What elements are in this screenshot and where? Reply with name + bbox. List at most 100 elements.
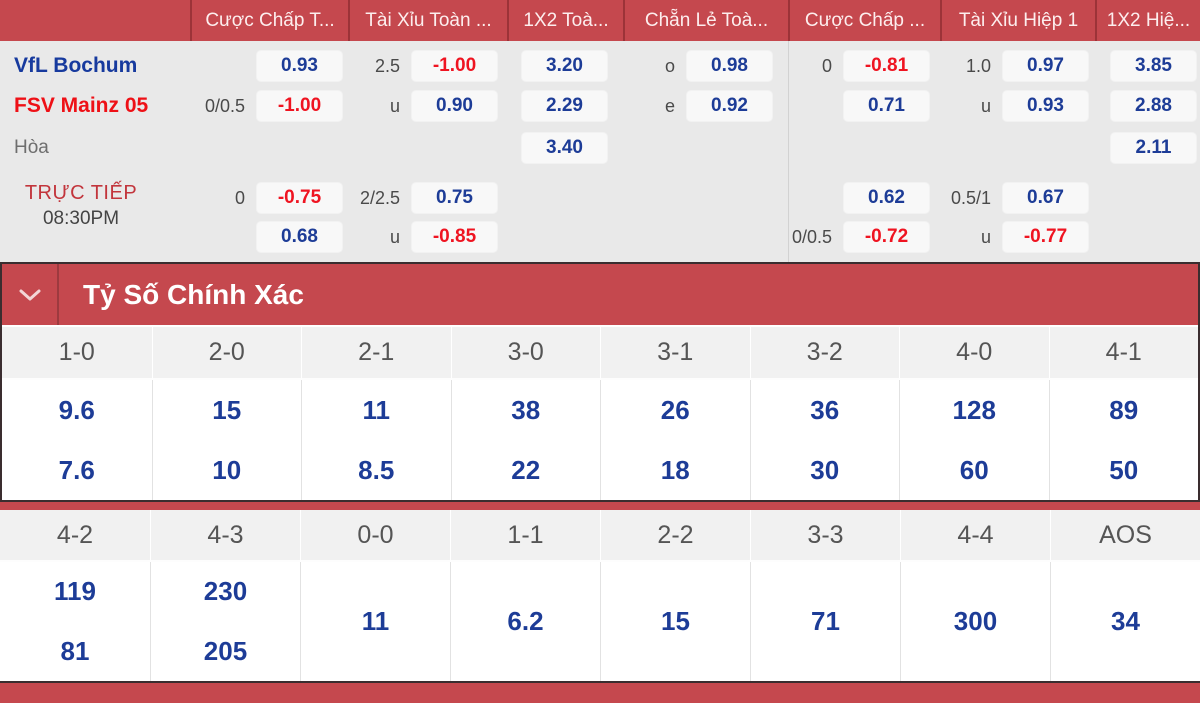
score-column-4-0: 128 60 xyxy=(899,380,1049,500)
score-column-1-1: 6.2 xyxy=(450,562,600,681)
score-column-4-3: 230 205 xyxy=(150,562,300,681)
score-odd-4-3-top[interactable]: 230 xyxy=(203,576,248,607)
score-odd-3-0-bottom[interactable]: 22 xyxy=(511,454,541,485)
odd-away-ft-1x2[interactable]: 2.29 xyxy=(521,90,608,122)
handicap-line-label: 0 xyxy=(234,187,245,208)
odd-away-ft-oddeven[interactable]: 0.92 xyxy=(686,90,773,122)
score-odd-4-1-top[interactable]: 89 xyxy=(1109,394,1139,425)
odd-live2-ft-handicap[interactable]: 0.68 xyxy=(256,221,343,253)
score-header-2-1: 2-1 xyxy=(301,327,451,380)
score-odd-4-0-bottom[interactable]: 60 xyxy=(959,454,989,485)
odd-live2-h1-handicap[interactable]: -0.72 xyxy=(843,221,930,253)
score-odd-4-2-bottom[interactable]: 81 xyxy=(60,635,90,666)
score-odd-2-1-top[interactable]: 11 xyxy=(362,394,391,425)
header-divider xyxy=(57,264,59,325)
score-column-3-1: 26 18 xyxy=(600,380,750,500)
score-header-1-1: 1-1 xyxy=(450,510,600,562)
odd-home-ft-overunder[interactable]: -1.00 xyxy=(411,50,498,82)
odd-live1-ft-handicap[interactable]: -0.75 xyxy=(256,182,343,214)
odds-cell-draw-ft-1x2: 3.40 xyxy=(396,132,608,164)
score-header-3-3: 3-3 xyxy=(750,510,900,562)
odd-live1-h1-handicap[interactable]: 0.62 xyxy=(843,182,930,214)
draw-row-label: Hòa xyxy=(14,137,49,158)
score-odd-3-2-bottom[interactable]: 30 xyxy=(810,454,840,485)
odds-cell-away-ft-overunder: u 0.90 xyxy=(286,90,498,122)
odd-draw-h1-1x2[interactable]: 2.11 xyxy=(1110,132,1197,164)
odd-live2-ft-overunder[interactable]: -0.85 xyxy=(411,221,498,253)
odds-cell-live2-ft-handicap: 0.68 xyxy=(131,221,343,253)
score-column-4-4: 300 xyxy=(900,562,1050,681)
odd-away-ft-handicap[interactable]: -1.00 xyxy=(256,90,343,122)
overunder-line-label: u xyxy=(389,95,400,116)
odd-away-h1-overunder[interactable]: 0.93 xyxy=(1002,90,1089,122)
odds-cell-away-h1-overunder: u 0.93 xyxy=(877,90,1089,122)
oddeven-line-label: e xyxy=(664,95,675,116)
score-odd-4-2-top[interactable]: 119 xyxy=(54,576,96,607)
odd-live1-h1-overunder[interactable]: 0.67 xyxy=(1002,182,1089,214)
score-odd-2-2[interactable]: 15 xyxy=(661,606,690,636)
odd-home-ft-oddeven[interactable]: 0.98 xyxy=(686,50,773,82)
score-header-1-0: 1-0 xyxy=(2,327,152,380)
header-cell-h1-overunder: Tài Xỉu Hiệp 1 xyxy=(940,0,1095,41)
odd-home-ft-handicap[interactable]: 0.93 xyxy=(256,50,343,82)
overunder-line-label: u xyxy=(389,226,400,247)
odd-home-h1-handicap[interactable]: -0.81 xyxy=(843,50,930,82)
score-column-3-3: 71 xyxy=(750,562,900,681)
odds-cell-away-h1-1x2: 2.88 xyxy=(985,90,1197,122)
odd-home-h1-1x2[interactable]: 3.85 xyxy=(1110,50,1197,82)
score-odd-4-3-bottom[interactable]: 205 xyxy=(203,635,248,666)
score-column-4-1: 89 50 xyxy=(1048,380,1198,500)
odd-live2-h1-overunder[interactable]: -0.77 xyxy=(1002,221,1089,253)
odd-away-ft-overunder[interactable]: 0.90 xyxy=(411,90,498,122)
match-time-label: 08:30PM xyxy=(42,208,120,229)
score-header-2-0: 2-0 xyxy=(151,327,301,380)
section-title: Tỷ Số Chính Xác xyxy=(83,278,304,310)
header-cell-ft-1x2: 1X2 Toà... xyxy=(507,0,623,41)
header-cell-h1-1x2: 1X2 Hiệ... xyxy=(1095,0,1200,41)
score-odd-2-0-top[interactable]: 15 xyxy=(212,394,242,425)
chevron-down-icon[interactable] xyxy=(2,288,57,302)
odds-cell-home-h1-handicap: 0 -0.81 xyxy=(718,50,930,82)
score-odd-aos[interactable]: 34 xyxy=(1111,606,1140,636)
score-column-3-0: 38 22 xyxy=(450,380,600,500)
odds-cell-home-h1-1x2: 3.85 xyxy=(985,50,1197,82)
odd-home-h1-overunder[interactable]: 0.97 xyxy=(1002,50,1089,82)
score-odd-3-2-top[interactable]: 36 xyxy=(810,394,840,425)
odd-draw-ft-1x2[interactable]: 3.40 xyxy=(521,132,608,164)
handicap-line-label: 0 xyxy=(821,55,832,76)
odds-cell-away-ft-oddeven: e 0.92 xyxy=(561,90,773,122)
score-header-0-0: 0-0 xyxy=(300,510,450,562)
handicap-line-label: 0/0.5 xyxy=(204,95,245,116)
odds-cell-live2-h1-overunder: u -0.77 xyxy=(877,221,1089,253)
correct-score-header-bar[interactable]: Tỷ Số Chính Xác xyxy=(2,264,1198,325)
score-column-2-0: 15 10 xyxy=(151,380,301,500)
score-odd-4-0-top[interactable]: 128 xyxy=(952,394,996,425)
score-odd-3-1-bottom[interactable]: 18 xyxy=(660,454,690,485)
odd-away-h1-handicap[interactable]: 0.71 xyxy=(843,90,930,122)
score-header-4-3: 4-3 xyxy=(150,510,300,562)
score-odd-1-1[interactable]: 6.2 xyxy=(507,606,544,636)
odd-away-h1-1x2[interactable]: 2.88 xyxy=(1110,90,1197,122)
score-header-3-1: 3-1 xyxy=(600,327,750,380)
score-header-4-2: 4-2 xyxy=(0,510,150,562)
score-odd-2-1-bottom[interactable]: 8.5 xyxy=(358,454,395,485)
score-odd-3-1-top[interactable]: 26 xyxy=(660,394,690,425)
score-header-row-2: 4-2 4-3 0-0 1-1 2-2 3-3 4-4 AOS xyxy=(0,510,1200,562)
score-odd-4-1-bottom[interactable]: 50 xyxy=(1109,454,1139,485)
odds-cell-home-ft-handicap: 0.93 xyxy=(131,50,343,82)
score-odd-4-4[interactable]: 300 xyxy=(953,606,998,636)
score-header-3-0: 3-0 xyxy=(450,327,600,380)
score-odd-0-0[interactable]: 11 xyxy=(361,606,390,636)
score-column-aos: 34 xyxy=(1050,562,1200,681)
fulltime-halftime-divider xyxy=(788,41,789,262)
score-odd-3-0-top[interactable]: 38 xyxy=(511,394,541,425)
score-odd-2-0-bottom[interactable]: 10 xyxy=(212,454,242,485)
score-odd-1-0-top[interactable]: 9.6 xyxy=(58,394,95,425)
odd-live1-ft-overunder[interactable]: 0.75 xyxy=(411,182,498,214)
score-odd-1-0-bottom[interactable]: 7.6 xyxy=(58,454,95,485)
odds-cell-home-ft-overunder: 2.5 -1.00 xyxy=(286,50,498,82)
odd-home-ft-1x2[interactable]: 3.20 xyxy=(521,50,608,82)
oddeven-line-label: o xyxy=(664,55,675,76)
score-header-aos: AOS xyxy=(1050,510,1200,562)
score-odd-3-3[interactable]: 71 xyxy=(811,606,840,636)
